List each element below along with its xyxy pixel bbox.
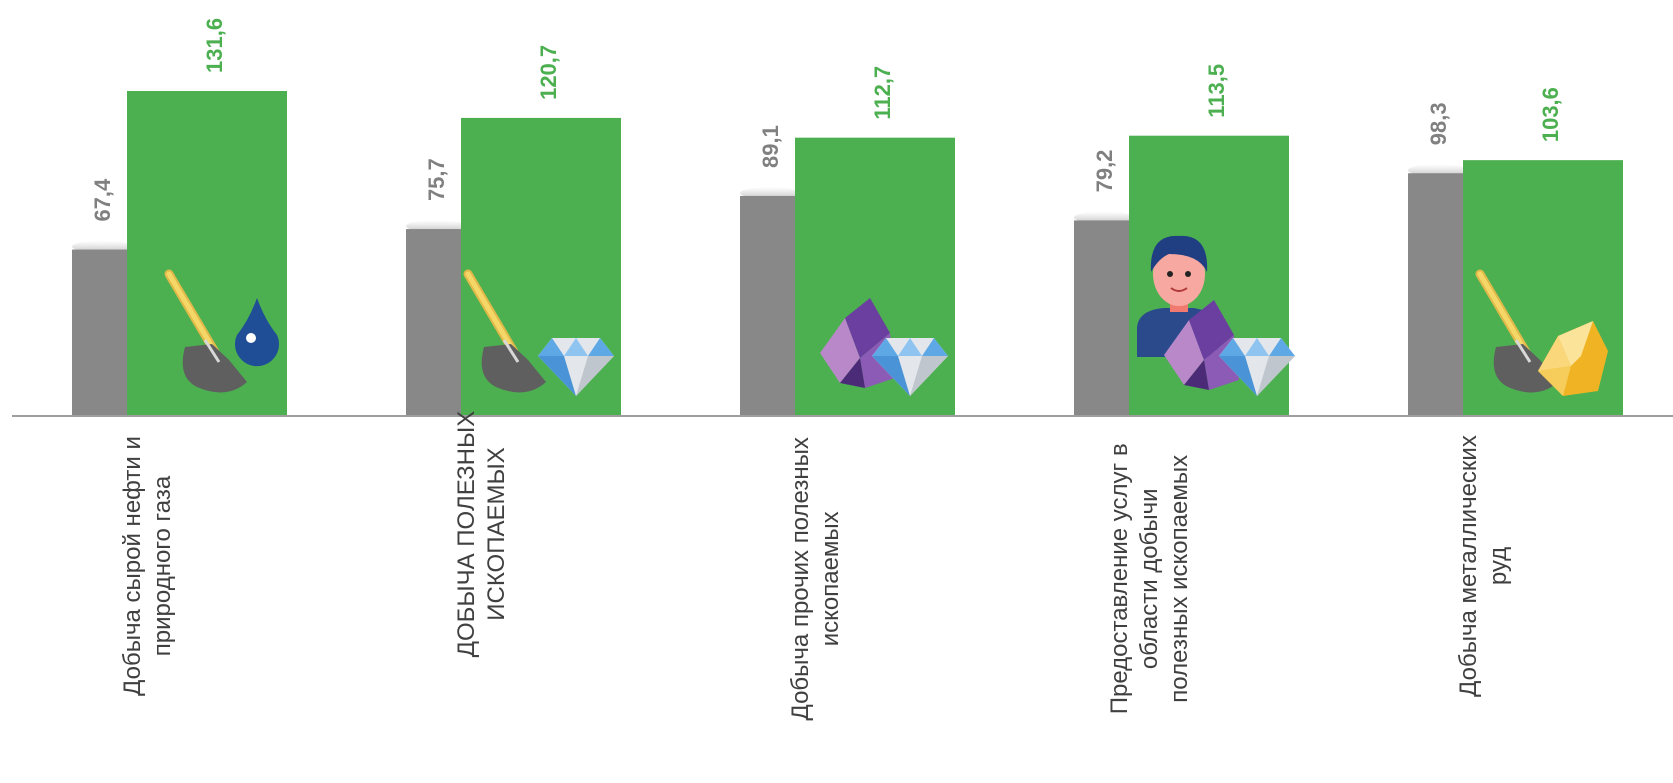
category-label-3-0: Предоставление услуг в: [1106, 443, 1133, 714]
icons-layer: [164, 235, 1608, 396]
bar-series0-4: [1408, 173, 1464, 416]
diamond-facet: [922, 338, 948, 356]
crystal-facet: [1164, 320, 1204, 385]
gold-facet: [1558, 321, 1593, 366]
icon-group-1: [463, 269, 614, 396]
worker-eye: [1185, 271, 1191, 277]
value-label-series1-1: 120,7: [536, 45, 561, 100]
diamond-icon: [538, 338, 614, 396]
category-label-1-1: ИСКОПАЕМЫХ: [483, 447, 510, 620]
value-label-series1-0: 131,6: [202, 18, 227, 73]
oil-drop-shine: [246, 333, 256, 343]
diamond-facet: [576, 356, 614, 396]
category-label-2-1: ископаемых: [817, 511, 844, 646]
diamond-facet: [1245, 338, 1269, 356]
worker-neck: [1170, 302, 1188, 312]
category-label-4-1: руд: [1485, 547, 1512, 585]
worker-eye: [1167, 271, 1173, 277]
value-label-series0-4: 98,3: [1426, 102, 1451, 145]
diamond-facet: [898, 338, 922, 356]
worker-face: [1153, 242, 1205, 306]
shovel-neck: [1514, 339, 1532, 363]
diamond-facet: [872, 338, 898, 356]
value-label-series1-3: 113,5: [1204, 64, 1229, 118]
bar-series0-0: [72, 249, 128, 416]
gold-facet: [1538, 336, 1571, 371]
shovel-blade: [182, 344, 247, 393]
shovel-blade: [1493, 344, 1558, 393]
diamond-facet: [1269, 338, 1295, 356]
worker-smile: [1170, 287, 1188, 292]
bar-series0-2: [740, 195, 796, 416]
diamond-facet: [538, 338, 564, 356]
diamond-facet: [588, 338, 614, 356]
value-label-series0-2: 89,1: [758, 125, 783, 168]
value-label-series1-2: 112,7: [870, 66, 895, 120]
diamond-icon: [872, 338, 948, 396]
diamond-facet: [1257, 356, 1295, 396]
bar-series0-1: [406, 229, 462, 416]
bar-series0-3: [1074, 220, 1130, 416]
shovel-neck: [502, 339, 520, 363]
category-label-0-0: Добыча сырой нефти и: [119, 436, 146, 696]
category-label-3-1: области добычи: [1136, 488, 1163, 669]
crystal-facet: [1189, 300, 1234, 360]
diamond-facet: [1219, 356, 1257, 396]
value-label-series0-3: 79,2: [1092, 150, 1117, 193]
icon-group-2: [820, 298, 948, 396]
shovel-blade: [481, 344, 546, 393]
shovel-handle-highlight: [1477, 271, 1529, 355]
oil-drop: [234, 298, 279, 367]
category-label-2-0: Добыча прочих полезных: [787, 437, 814, 720]
shovel-icon: [463, 269, 546, 393]
diamond-facet: [538, 356, 576, 396]
oil-drop-icon: [234, 298, 279, 367]
shovel-icon: [164, 269, 247, 393]
category-label-1-0: ДОБЫЧА ПОЛЕЗНЫХ: [453, 411, 480, 658]
crystal-facet: [840, 358, 865, 388]
value-label-series1-4: 103,6: [1538, 87, 1563, 142]
diamond-icon: [1219, 338, 1295, 396]
shovel-handle-highlight: [465, 271, 517, 355]
worker-hair: [1150, 235, 1208, 272]
diamond-facet: [910, 356, 948, 396]
shovel-handle-highlight: [166, 271, 218, 355]
diamond-facet: [872, 356, 910, 396]
shovel-icon: [1475, 269, 1558, 393]
diamond-facet: [564, 338, 588, 356]
labels-layer: 67,4 131,6 Добыча сырой нефти и природного …: [90, 18, 1563, 721]
gold-nugget-icon: [1538, 321, 1608, 396]
category-label-0-1: природного газа: [149, 475, 176, 656]
gold-facet: [1538, 366, 1571, 396]
crystal-facet: [820, 318, 860, 383]
icon-group-3: [1137, 235, 1295, 396]
crystal-facet: [1184, 360, 1209, 390]
category-label-4-0: Добыча металлических: [1455, 435, 1482, 697]
value-label-series0-1: 75,7: [424, 158, 449, 201]
icon-group-0: [164, 269, 279, 393]
diamond-facet: [1219, 338, 1245, 356]
icon-group-4: [1475, 269, 1608, 396]
category-label-3-2: полезных ископаемых: [1166, 455, 1193, 703]
value-label-series0-0: 67,4: [90, 178, 115, 222]
shovel-neck: [203, 339, 221, 363]
crystal-facet: [845, 298, 890, 358]
